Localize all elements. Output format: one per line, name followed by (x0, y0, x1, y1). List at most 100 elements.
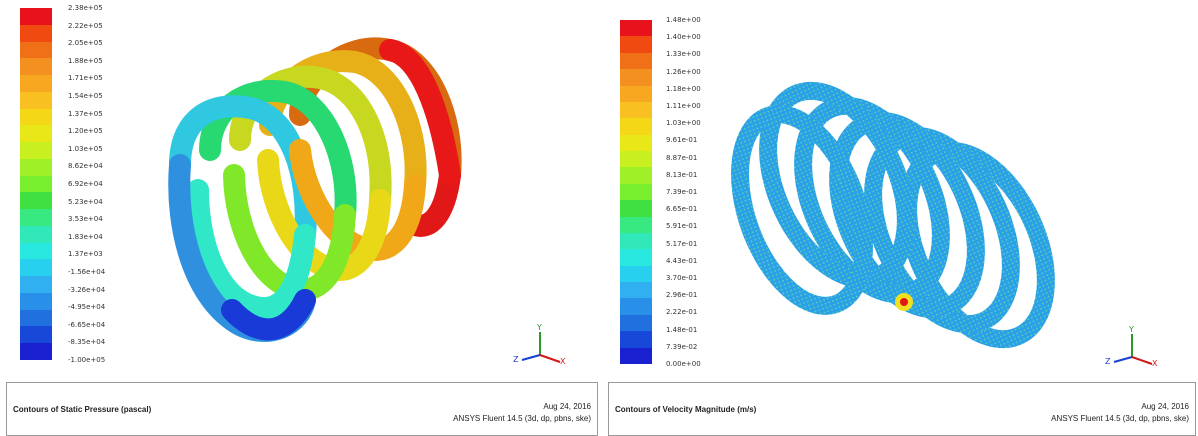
legend-label: 1.33e+00 (666, 50, 701, 59)
legend-swatch (620, 36, 652, 54)
legend-label: 1.54e+05 (68, 92, 103, 100)
legend-label: 2.22e-01 (666, 308, 698, 317)
legend-swatch (20, 209, 52, 227)
legend-swatch (20, 343, 52, 361)
legend-label: 1.37e+05 (68, 109, 103, 118)
legend-swatch (20, 125, 52, 143)
x-axis-label: X (1152, 359, 1158, 368)
legend-label: 1.11e+00 (666, 102, 701, 110)
legend-swatch (620, 347, 652, 365)
legend-swatch (20, 8, 52, 26)
legend-swatch (20, 75, 52, 93)
legend-label: 5.91e-01 (666, 222, 698, 231)
legend-label: -8.35e+04 (68, 338, 106, 347)
legend-swatch (20, 108, 52, 126)
y-axis-label: Y (1128, 325, 1134, 334)
legend-label: 2.05e+05 (68, 39, 103, 48)
x-axis-line (1131, 356, 1153, 365)
legend-label: 1.71e+05 (68, 74, 103, 83)
legend-swatch (620, 151, 652, 168)
legend-label: 6.65e-01 (666, 205, 698, 214)
legend-swatch (20, 91, 52, 110)
legend-swatch (620, 265, 652, 283)
plot-title: Contours of Velocity Magnitude (m/s) (615, 405, 757, 414)
x-axis-label: X (560, 357, 566, 366)
legend-label: 9.61e-01 (666, 136, 698, 145)
legend-label: 1.03e+00 (666, 119, 701, 128)
legend-swatch (620, 52, 652, 70)
legend-label: 1.48e-01 (666, 325, 698, 334)
legend-swatch (20, 158, 52, 177)
legend-swatch (620, 69, 652, 87)
velocity-magnitude-panel: 1.48e+00 1.40e+00 1.33e+00 1.26e+00 1.18e+00… (602, 0, 1198, 436)
legend-swatch (20, 58, 52, 76)
velocity-magnitude-viewport (731, 81, 1055, 349)
legend-swatch (620, 20, 652, 37)
legend-swatch (620, 134, 652, 152)
legend-label: 1.03e+05 (68, 144, 103, 153)
legend-swatch (20, 41, 52, 59)
static-pressure-panel: 2.38e+05 2.22e+05 2.05e+05 1.88e+05 1.71e+05… (6, 4, 598, 436)
legend-swatch (620, 249, 652, 267)
velocity-magnitude-legend-bar (620, 20, 652, 365)
legend-swatch (20, 326, 52, 344)
plot-date: Aug 24, 2016 (543, 402, 591, 411)
x-axis-line (539, 354, 561, 363)
legend-swatch (620, 200, 652, 218)
legend-label: -6.65e+04 (68, 320, 106, 329)
legend-label: 2.96e-01 (666, 291, 698, 300)
static-pressure-viewport (168, 37, 462, 342)
legend-label: 1.37e+03 (68, 250, 103, 259)
legend-swatch (620, 118, 652, 136)
plot-product: ANSYS Fluent 14.5 (3d, dp, pbns, ske) (453, 414, 591, 423)
legend-swatch (20, 142, 52, 160)
axis-triad-right: Y X Z (1105, 325, 1158, 368)
legend-swatch (20, 292, 52, 311)
plot-product: ANSYS Fluent 14.5 (3d, dp, pbns, ske) (1051, 414, 1189, 423)
legend-label: 1.26e+00 (666, 67, 701, 76)
legend-label: 0.00e+00 (666, 360, 701, 368)
axis-triad-left: Y X Z (513, 323, 566, 366)
legend-swatch (620, 282, 652, 299)
legend-swatch (620, 298, 652, 316)
static-pressure-legend-bar (20, 8, 52, 361)
legend-label: -1.56e+04 (68, 268, 106, 276)
legend-swatch (620, 85, 652, 103)
static-pressure-footer: Contours of Static Pressure (pascal) Aug… (6, 382, 598, 436)
velocity-magnitude-footer: Contours of Velocity Magnitude (m/s) Aug… (608, 382, 1196, 436)
legend-label: -3.26e+04 (68, 285, 106, 294)
legend-label: 8.87e-01 (666, 153, 698, 162)
legend-label: 1.40e+00 (666, 33, 701, 42)
legend-label: 1.88e+05 (68, 56, 103, 65)
legend-label: 3.70e-01 (666, 274, 698, 282)
coil-static-pressure (168, 37, 462, 342)
legend-swatch (20, 175, 52, 193)
z-axis-label: Z (513, 355, 519, 364)
legend-label: 6.92e+04 (68, 180, 103, 188)
legend-swatch (20, 24, 52, 42)
legend-swatch (20, 259, 52, 277)
y-axis-label: Y (536, 323, 542, 332)
legend-label: 7.39e-02 (666, 342, 698, 351)
legend-label: 2.22e+05 (68, 21, 103, 30)
legend-label: 4.43e-01 (666, 256, 698, 265)
legend-label: 1.83e+04 (68, 232, 103, 241)
legend-label: 5.23e+04 (68, 197, 103, 206)
legend-label: 8.62e+04 (68, 162, 103, 171)
legend-swatch (620, 216, 652, 234)
legend-label: -4.95e+04 (68, 303, 106, 312)
legend-swatch (20, 309, 52, 327)
legend-label: 8.13e-01 (666, 170, 698, 179)
legend-label: 5.17e-01 (666, 239, 698, 248)
legend-swatch (620, 232, 652, 250)
legend-swatch (20, 192, 52, 210)
legend-label: 1.48e+00 (666, 16, 701, 24)
legend-label: 2.38e+05 (68, 4, 103, 12)
legend-label: 1.18e+00 (666, 84, 701, 93)
legend-label: 3.53e+04 (68, 215, 103, 224)
legend-swatch (20, 225, 52, 244)
legend-label: 7.39e-01 (666, 188, 698, 196)
legend-swatch (20, 276, 52, 294)
legend-label: 1.20e+05 (68, 127, 103, 136)
z-axis-line (1113, 356, 1133, 363)
